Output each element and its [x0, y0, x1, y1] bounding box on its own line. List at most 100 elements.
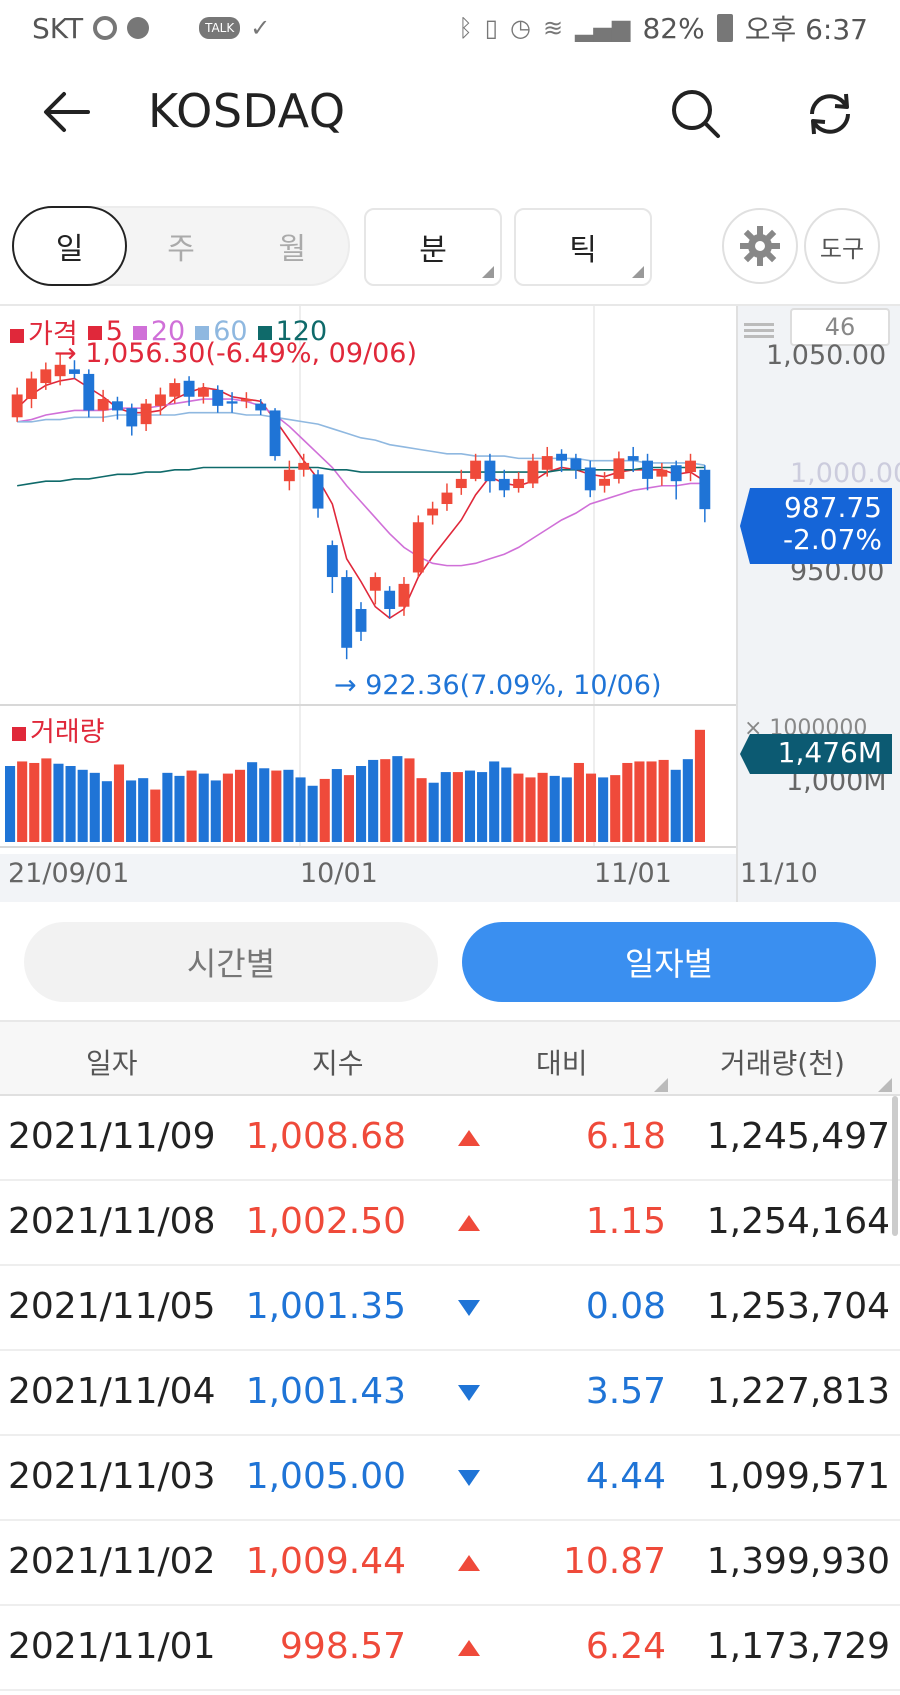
candle: [11, 387, 23, 422]
legend-ma20-label: 20: [150, 316, 186, 347]
candle-body: [11, 394, 23, 418]
candlestick-chart: [5, 306, 711, 846]
table-row[interactable]: 2021/11/01 998.57 6.24 1,173,729: [0, 1606, 900, 1691]
price-chart[interactable]: 가격 5 20 60 120 → 1,056.30(-6.49%, 09/06)…: [0, 304, 900, 902]
app-header: KOSDAQ: [0, 56, 900, 176]
candle-body: [470, 460, 482, 479]
sort-corner-icon: [654, 1078, 668, 1092]
row-volume: 1,399,930: [706, 1541, 890, 1582]
candle: [670, 460, 682, 500]
candle: [69, 360, 80, 379]
volume-bar: [380, 759, 391, 842]
candle: [326, 540, 338, 594]
minute-button[interactable]: 분: [364, 208, 502, 286]
legend-ma5-label: 5: [105, 316, 123, 347]
table-row[interactable]: 2021/11/04 1,001.43 3.57 1,227,813: [0, 1351, 900, 1436]
tab-weekly[interactable]: 주: [125, 208, 236, 284]
candle-body: [269, 410, 281, 457]
dropdown-corner-icon: [632, 266, 644, 278]
row-diff: 10.87: [562, 1541, 666, 1582]
refresh-button[interactable]: [802, 86, 858, 142]
candle-body: [527, 460, 539, 484]
table-row[interactable]: 2021/11/03 1,005.00 4.44 1,099,571: [0, 1436, 900, 1521]
header-date: 일자: [86, 1047, 138, 1080]
battery-percent: 82%: [642, 11, 705, 45]
volume-bar: [489, 761, 500, 842]
row-volume: 1,254,164: [706, 1201, 890, 1242]
arrow-left-icon: [44, 92, 90, 132]
row-index: 1,002.50: [245, 1201, 406, 1242]
table-row[interactable]: 2021/11/09 1,008.68 6.18 1,245,497: [0, 1096, 900, 1181]
candle-body: [455, 478, 467, 489]
row-date: 2021/11/09: [8, 1116, 216, 1157]
table-row[interactable]: 2021/11/08 1,002.50 1.15 1,254,164: [0, 1181, 900, 1266]
current-price: 987.75: [784, 491, 882, 524]
candle-body: [498, 478, 510, 491]
volume-bar: [501, 767, 512, 842]
table-row[interactable]: 2021/11/05 1,001.35 0.08 1,253,704: [0, 1266, 900, 1351]
volume-bar: [65, 766, 76, 842]
candle-body: [584, 467, 596, 491]
sync-icon: [93, 16, 118, 40]
volume-bar: [549, 775, 560, 842]
triangle-up-icon: [458, 1640, 480, 1656]
table-row[interactable]: 2021/11/02 1,009.44 10.87 1,399,930: [0, 1521, 900, 1606]
candle: [369, 572, 381, 605]
status-bar: SKT TALK ✓ ᛒ ▯ ◷ ≋ ▂▄▆ 82% 오후 6:37: [0, 0, 900, 56]
table-scrollbar[interactable]: [892, 1096, 898, 1236]
candle-body: [283, 469, 295, 482]
high-annotation: → 1,056.30(-6.49%, 09/06): [54, 338, 417, 369]
candle-body: [613, 458, 625, 479]
date-tick: 21/09/01: [8, 858, 130, 889]
tick-button[interactable]: 틱: [514, 208, 652, 286]
date-segment-button[interactable]: 일자별: [462, 922, 876, 1002]
candle-body: [212, 389, 224, 406]
candle: [398, 577, 410, 616]
tab-daily[interactable]: 일: [12, 206, 128, 286]
notification-icon: [127, 17, 150, 39]
candle: [685, 453, 696, 482]
header-volume[interactable]: 거래량(천): [720, 1047, 845, 1080]
volume-bar: [126, 780, 137, 842]
volume-bar: [513, 773, 524, 842]
candle: [699, 465, 711, 523]
candle-count[interactable]: 46: [790, 308, 890, 346]
tools-button[interactable]: 도구: [804, 208, 880, 284]
candle: [26, 371, 37, 409]
date-axis-divider: [0, 846, 736, 848]
volume-bar: [29, 762, 40, 842]
header-diff[interactable]: 대비: [536, 1047, 588, 1080]
volume-bar: [5, 766, 16, 842]
volume-bar: [283, 769, 294, 842]
row-diff: 1.15: [585, 1201, 666, 1242]
candle-body: [355, 608, 367, 632]
time-segment-button[interactable]: 시간별: [24, 922, 438, 1002]
volume-bar: [598, 777, 609, 842]
vibrate-icon: ▯: [484, 14, 499, 42]
candle: [169, 378, 181, 404]
back-button[interactable]: [40, 84, 96, 140]
candle: [255, 399, 267, 416]
table-body: 2021/11/09 1,008.68 6.18 1,245,497 2021/11/0…: [0, 1096, 900, 1691]
candle-body: [441, 492, 453, 505]
volume-bar: [525, 777, 536, 842]
carrier-label: SKT: [32, 11, 84, 45]
candle: [40, 362, 52, 390]
legend-price-label: 가격: [28, 319, 78, 350]
candle: [240, 392, 252, 409]
candle-body: [699, 469, 711, 510]
legend-ma120: 120: [257, 316, 327, 347]
volume-bar: [670, 769, 681, 842]
candle-body: [183, 380, 195, 397]
row-date: 2021/11/08: [8, 1201, 216, 1242]
settings-button[interactable]: [722, 208, 798, 284]
row-diff: 6.18: [585, 1116, 666, 1157]
candle-body: [112, 401, 123, 411]
search-button[interactable]: [668, 86, 724, 142]
tab-monthly[interactable]: 월: [237, 208, 348, 284]
volume-bar: [174, 775, 185, 842]
volume-bar: [198, 773, 209, 842]
period-selector: 일 주 월: [12, 206, 350, 286]
candle-body: [570, 458, 582, 470]
menu-lines-icon[interactable]: [744, 320, 774, 344]
